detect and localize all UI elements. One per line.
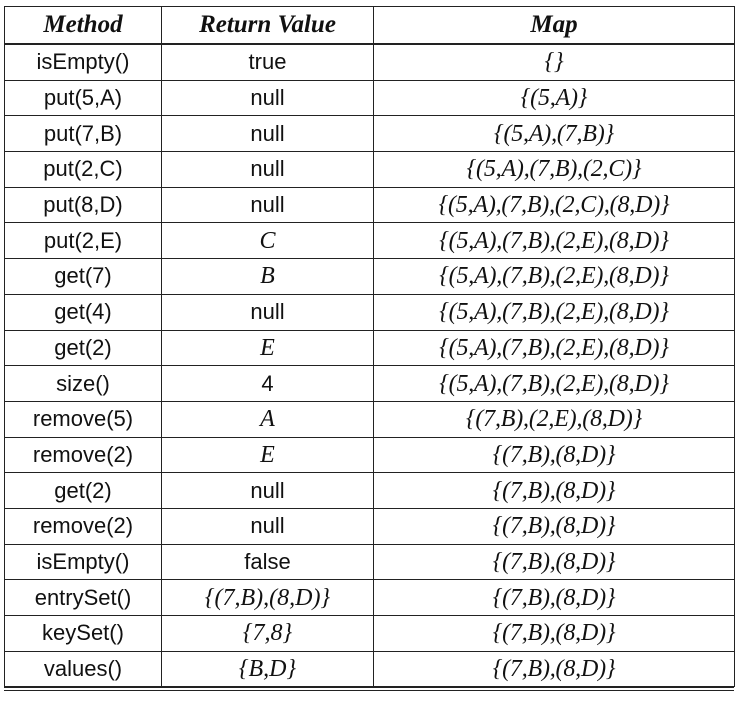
method-cell: isEmpty() bbox=[4, 543, 162, 581]
method-cell: remove(5) bbox=[4, 400, 162, 438]
table-body: isEmpty() true{} put(5,A) null {(5,A)} put(7,… bbox=[4, 43, 735, 688]
table-row: isEmpty() true{} bbox=[4, 43, 735, 81]
return-value-cell: E bbox=[161, 436, 374, 474]
return-value-cell: null bbox=[161, 79, 374, 117]
bottom-double-rule bbox=[4, 687, 734, 692]
map-cell: {(5,A),(7,B),(2,E),(8,D)} bbox=[373, 365, 735, 402]
table-row: get(4) null {(5,A),(7,B),(2,E),(8,D)} bbox=[4, 293, 735, 331]
map-cell: {(7,B),(8,D)} bbox=[373, 650, 735, 688]
return-value-cell: false bbox=[161, 543, 374, 581]
map-cell: {(5,A),(7,B)} bbox=[373, 115, 735, 153]
return-value-cell: null bbox=[161, 472, 374, 509]
table-row: put(8,D) null {(5,A),(7,B),(2,C),(8,D)} bbox=[4, 186, 735, 224]
return-value-cell: B bbox=[161, 258, 374, 295]
table-row: size() 4 {(5,A),(7,B),(2,E),(8,D)} bbox=[4, 365, 735, 402]
map-cell: {(5,A),(7,B),(2,E),(8,D)} bbox=[373, 222, 735, 260]
return-value-cell: {(7,B),(8,D)} bbox=[161, 579, 374, 616]
return-value-cell: null bbox=[161, 293, 374, 331]
return-value-cell: null bbox=[161, 151, 374, 188]
method-cell: put(2,E) bbox=[4, 222, 162, 260]
method-cell: get(7) bbox=[4, 258, 162, 295]
return-value-cell: {7,8} bbox=[161, 615, 374, 652]
return-value-cell: {B,D} bbox=[161, 650, 374, 688]
table-row: put(7,B) null {(5,A),(7,B)} bbox=[4, 115, 735, 153]
return-value-cell: null bbox=[161, 115, 374, 153]
method-cell: get(2) bbox=[4, 329, 162, 367]
table-row: get(2) null {(7,B),(8,D)} bbox=[4, 472, 735, 509]
table-row: put(5,A) null {(5,A)} bbox=[4, 79, 735, 117]
map-cell: {(5,A),(7,B),(2,E),(8,D)} bbox=[373, 258, 735, 295]
map-cell: {(5,A),(7,B),(2,E),(8,D)} bbox=[373, 293, 735, 331]
table-row: entrySet() {(7,B),(8,D)} {(7,B),(8,D)} bbox=[4, 579, 735, 616]
method-cell: put(5,A) bbox=[4, 79, 162, 117]
method-cell: get(4) bbox=[4, 293, 162, 331]
map-cell: {(7,B),(8,D)} bbox=[373, 472, 735, 509]
map-operations-table-container: Method Return Value Map isEmpty() true{} p… bbox=[4, 6, 735, 692]
map-cell: {(7,B),(8,D)} bbox=[373, 436, 735, 474]
table-row: keySet() {7,8} {(7,B),(8,D)} bbox=[4, 615, 735, 652]
method-cell: isEmpty() bbox=[4, 43, 162, 81]
method-cell: get(2) bbox=[4, 472, 162, 509]
map-cell: {(7,B),(8,D)} bbox=[373, 543, 735, 581]
table-row: put(2,C) null {(5,A),(7,B),(2,C)} bbox=[4, 151, 735, 188]
map-cell: {(5,A),(7,B),(2,E),(8,D)} bbox=[373, 329, 735, 367]
map-operations-table: Method Return Value Map isEmpty() true{} p… bbox=[4, 6, 735, 688]
table-row: get(7) B {(5,A),(7,B),(2,E),(8,D)} bbox=[4, 258, 735, 295]
map-cell: {(7,B),(8,D)} bbox=[373, 579, 735, 616]
return-value-cell: true bbox=[161, 43, 374, 81]
map-cell: {(5,A),(7,B),(2,C)} bbox=[373, 151, 735, 188]
table-row: put(2,E) C {(5,A),(7,B),(2,E),(8,D)} bbox=[4, 222, 735, 260]
method-cell: put(2,C) bbox=[4, 151, 162, 188]
method-cell: put(8,D) bbox=[4, 186, 162, 224]
header-row: Method Return Value Map bbox=[4, 6, 735, 45]
return-value-cell: null bbox=[161, 507, 374, 545]
map-cell: {(7,B),(8,D)} bbox=[373, 615, 735, 652]
method-cell: values() bbox=[4, 650, 162, 688]
table-row: isEmpty() false {(7,B),(8,D)} bbox=[4, 543, 735, 581]
table-row: values() {B,D} {(7,B),(8,D)} bbox=[4, 650, 735, 688]
map-cell: {(7,B),(2,E),(8,D)} bbox=[373, 400, 735, 438]
table-row: remove(5) A {(7,B),(2,E),(8,D)} bbox=[4, 400, 735, 438]
map-cell: {} bbox=[373, 43, 735, 81]
method-cell: remove(2) bbox=[4, 436, 162, 474]
header-return-value: Return Value bbox=[161, 6, 374, 45]
method-cell: entrySet() bbox=[4, 579, 162, 616]
return-value-cell: 4 bbox=[161, 365, 374, 402]
method-cell: keySet() bbox=[4, 615, 162, 652]
method-cell: put(7,B) bbox=[4, 115, 162, 153]
map-cell: {(5,A),(7,B),(2,C),(8,D)} bbox=[373, 186, 735, 224]
table-row: get(2) E {(5,A),(7,B),(2,E),(8,D)} bbox=[4, 329, 735, 367]
method-cell: remove(2) bbox=[4, 507, 162, 545]
return-value-cell: E bbox=[161, 329, 374, 367]
header-method: Method bbox=[4, 6, 162, 45]
method-cell: size() bbox=[4, 365, 162, 402]
return-value-cell: null bbox=[161, 186, 374, 224]
return-value-cell: A bbox=[161, 400, 374, 438]
header-map: Map bbox=[373, 6, 735, 45]
table-row: remove(2) null {(7,B),(8,D)} bbox=[4, 507, 735, 545]
map-cell: {(7,B),(8,D)} bbox=[373, 507, 735, 545]
map-cell: {(5,A)} bbox=[373, 79, 735, 117]
table-row: remove(2) E {(7,B),(8,D)} bbox=[4, 436, 735, 474]
return-value-cell: C bbox=[161, 222, 374, 260]
